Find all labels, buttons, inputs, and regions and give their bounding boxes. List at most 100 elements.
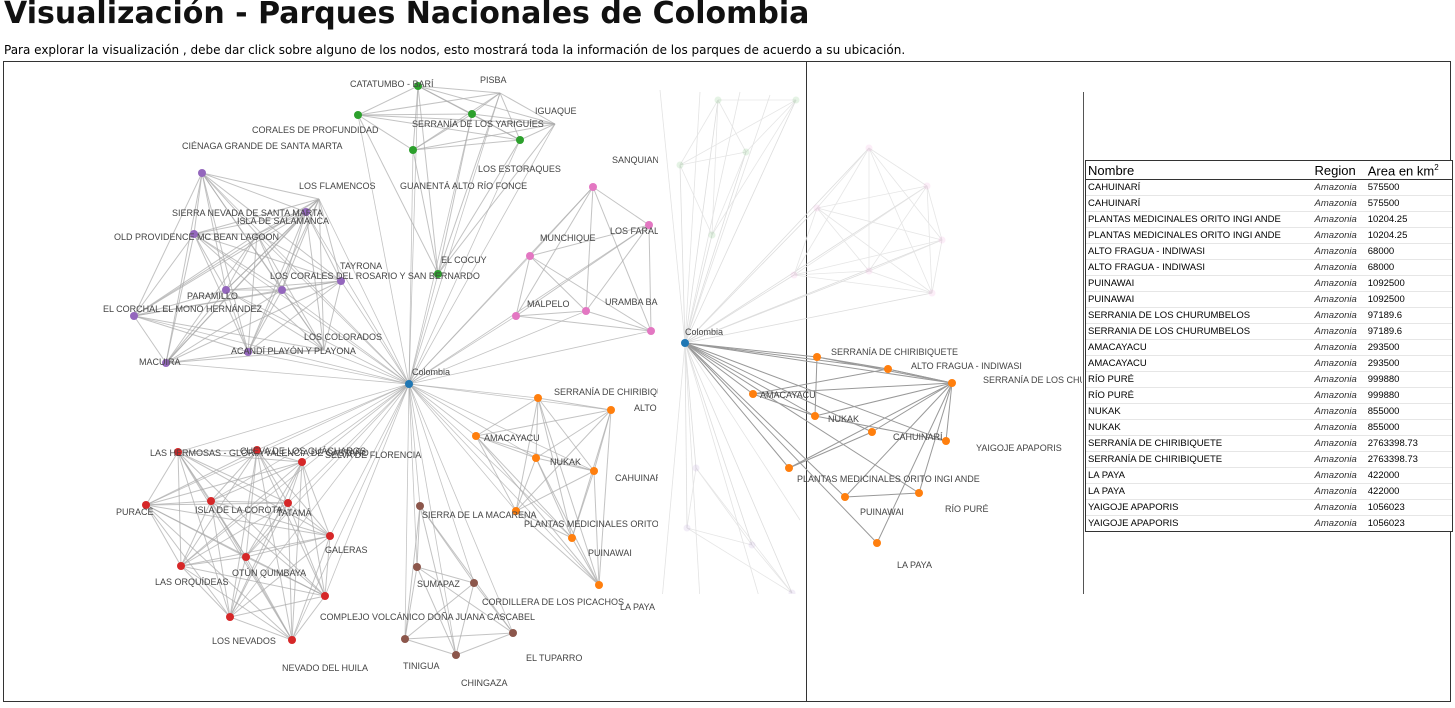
focus-label-puinawai: PUINAWAI	[860, 507, 904, 517]
focus-node-alto-fragua-indiwasi[interactable]	[884, 365, 892, 373]
faded-node[interactable]	[714, 96, 722, 104]
park-node-las-orquideas[interactable]	[177, 562, 185, 570]
focus-node-rio-pure[interactable]	[915, 489, 923, 497]
park-node-corales-de-profundidad[interactable]	[354, 111, 362, 119]
graph-edge	[437, 139, 521, 275]
park-node-selva-de-florencia[interactable]	[298, 458, 306, 466]
park-node-sumapaz[interactable]	[413, 563, 421, 571]
park-node-plantas-medicinales-orito-ingi-ande[interactable]	[512, 507, 520, 515]
park-node-cahuinari[interactable]	[590, 467, 598, 475]
graph-edge	[404, 566, 418, 640]
focus-node-amacayacu[interactable]	[749, 390, 757, 398]
faded-node[interactable]	[708, 231, 716, 239]
faded-node[interactable]	[683, 524, 691, 532]
graph-edge	[247, 289, 283, 353]
graph-edge	[229, 556, 247, 618]
park-node-catatumbo-bari[interactable]	[414, 82, 422, 90]
focus-node-yaigoje-apaporis[interactable]	[942, 437, 950, 445]
faded-node[interactable]	[938, 236, 946, 244]
park-node-tayrona[interactable]	[337, 277, 345, 285]
park-node-complejo-volcanico-dona-juana-cascabel[interactable]	[321, 592, 329, 600]
park-node-las-hermosas-gloria-valencia-de-castano[interactable]	[174, 448, 182, 456]
graph-edge	[318, 198, 410, 385]
faded-node[interactable]	[742, 148, 750, 156]
park-node-cienaga-grande-de-santa-marta[interactable]	[198, 169, 206, 177]
park-node-el-tuparro[interactable]	[509, 629, 517, 637]
faded-node[interactable]	[865, 267, 873, 275]
graph-edge	[412, 139, 521, 151]
park-node-galeras[interactable]	[326, 532, 334, 540]
park-node-los-estoraques[interactable]	[516, 136, 524, 144]
cell-area: 1056023	[1365, 515, 1452, 532]
park-node-gorgona[interactable]	[647, 327, 655, 335]
column-header-region[interactable]: Region	[1312, 161, 1366, 181]
park-node-cueva-de-los-guacharos[interactable]	[253, 446, 261, 454]
park-node-los-corales-del-rosario-y-san-bernardo[interactable]	[278, 286, 286, 294]
focus-center-node[interactable]	[681, 339, 689, 347]
table-row: YAIGOJE APAPORIS Amazonia 1056023	[1086, 515, 1452, 532]
park-label-serrania-de-los-yariguies: SERRANÍA DE LOS YARIGUÍES	[412, 119, 544, 129]
column-header-name[interactable]: Nombre	[1086, 161, 1313, 181]
park-node-sierra-nevada-de-santa-marta[interactable]	[302, 208, 310, 216]
park-node-sierra-de-la-macarena[interactable]	[416, 502, 424, 510]
park-node-purace[interactable]	[142, 501, 150, 509]
park-node-uramba-bahia-malaga[interactable]	[582, 307, 590, 315]
faded-node[interactable]	[792, 96, 800, 104]
graph-edge	[245, 502, 289, 558]
focus-node-nukak[interactable]	[811, 412, 819, 420]
faded-edge	[711, 99, 797, 236]
park-node-serrania-de-los-yariguies[interactable]	[468, 110, 476, 118]
park-node-tinigua[interactable]	[401, 635, 409, 643]
park-node-sanquianga[interactable]	[589, 183, 597, 191]
faded-node[interactable]	[788, 589, 796, 597]
faded-node[interactable]	[692, 464, 700, 472]
focus-node-plantas-medicinales-orito-ingi-ande[interactable]	[785, 464, 793, 472]
park-node-puinawai[interactable]	[568, 534, 576, 542]
park-node-alto-fragua-indiwasi[interactable]	[607, 406, 615, 414]
park-node-acandi-playon-y-playona[interactable]	[244, 348, 252, 356]
faded-node[interactable]	[928, 289, 936, 297]
park-node-old-providence-mc-bean-lagoon[interactable]	[190, 230, 198, 238]
column-header-area[interactable]: Area en km2	[1365, 161, 1452, 181]
focus-node-serrania-de-chiribiquete[interactable]	[813, 353, 821, 361]
park-node-tatama[interactable]	[284, 499, 292, 507]
focus-node-cahuinari[interactable]	[868, 428, 876, 436]
park-node-el-corchal-el-mono-hernandez[interactable]	[130, 312, 138, 320]
park-node-macuira[interactable]	[162, 359, 170, 367]
focus-node-serrania-de-los-churumbelos[interactable]	[948, 379, 956, 387]
faded-node[interactable]	[865, 144, 873, 152]
faded-edge	[684, 342, 759, 594]
faded-node[interactable]	[923, 182, 931, 190]
faded-node[interactable]	[748, 541, 756, 549]
park-node-el-cocuy[interactable]	[434, 270, 442, 278]
faded-edge	[793, 239, 943, 276]
focused-network[interactable]: SERRANÍA DE CHIRIBIQUETE ALTO FRAGUA - IN…	[659, 89, 1137, 600]
park-node-isla-de-la-corota[interactable]	[207, 497, 215, 505]
focus-node-puinawai[interactable]	[841, 493, 849, 501]
park-node-la-paya[interactable]	[595, 581, 603, 589]
park-node-otun-quimbaya[interactable]	[242, 553, 250, 561]
park-node-paramillo[interactable]	[222, 286, 230, 294]
park-node-amacayacu[interactable]	[472, 432, 480, 440]
park-node-guanenta-alto-rio-fonce[interactable]	[409, 146, 417, 154]
focus-node-la-paya[interactable]	[873, 539, 881, 547]
faded-node[interactable]	[676, 161, 684, 169]
center-node[interactable]	[405, 380, 413, 388]
graph-edge	[515, 409, 612, 512]
faded-node[interactable]	[813, 204, 821, 212]
park-node-nevado-del-huila[interactable]	[288, 636, 296, 644]
park-node-serrania-de-chiribiquete[interactable]	[534, 394, 542, 402]
park-node-nukak[interactable]	[532, 454, 540, 462]
park-node-chingaza[interactable]	[452, 651, 460, 659]
park-node-malpelo[interactable]	[512, 312, 520, 320]
park-node-munchique[interactable]	[526, 252, 534, 260]
full-network[interactable]: CATATUMBO - BARÍ PISBA CORALES DE PROFUNDI…	[103, 75, 745, 688]
table-row: RÍO PURÉ Amazonia 999880	[1086, 371, 1452, 388]
cell-region: Amazonia	[1312, 387, 1366, 404]
park-node-los-farallones[interactable]	[645, 221, 653, 229]
faded-node[interactable]	[790, 271, 798, 279]
park-node-los-nevados[interactable]	[226, 613, 234, 621]
faded-edge	[684, 342, 701, 594]
park-node-cordillera-de-los-picachos[interactable]	[470, 579, 478, 587]
